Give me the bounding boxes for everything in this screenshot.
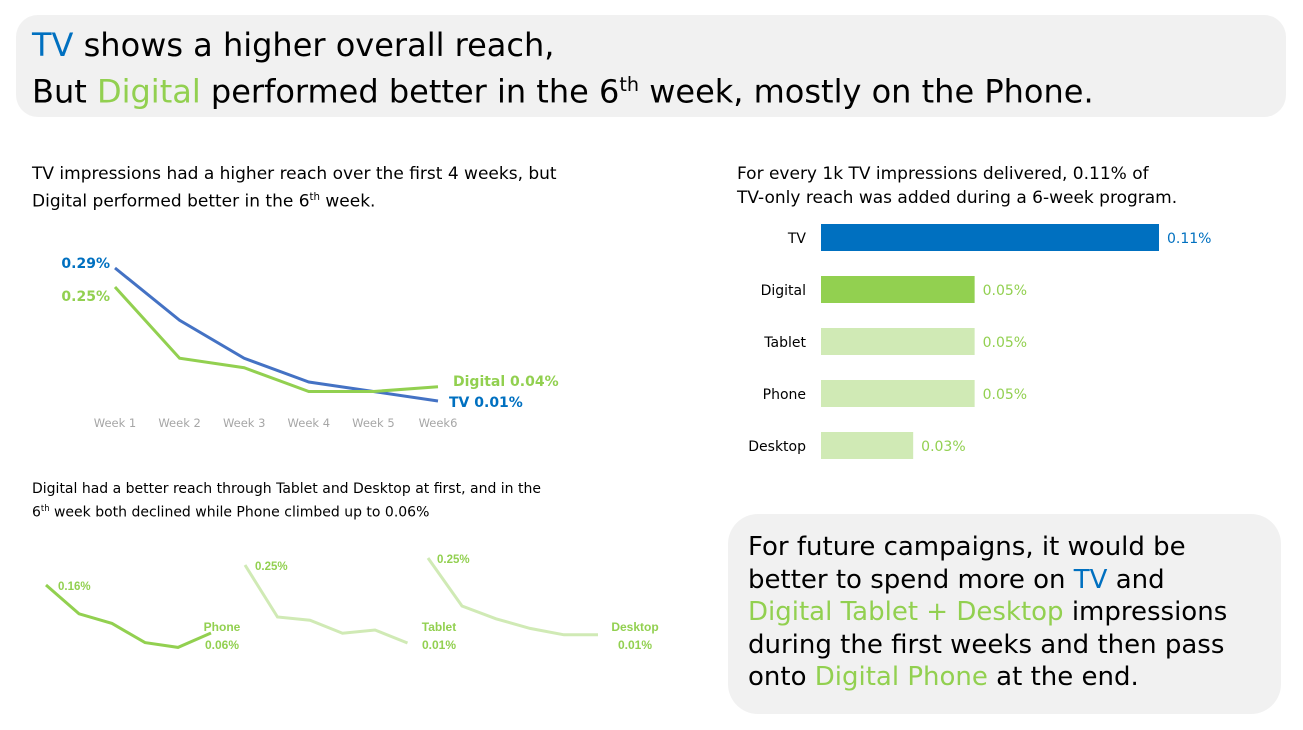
conclusion-phone: Digital Phone: [814, 662, 988, 692]
series-name-label: Phone: [204, 620, 241, 634]
category-label: Desktop: [748, 439, 806, 455]
conclusion-line: onto: [748, 662, 815, 692]
start-label: 0.29%: [61, 256, 110, 272]
end-label: TV 0.01%: [449, 395, 523, 411]
bar-desktop: [821, 432, 914, 459]
bar-value-label: 0.11%: [1167, 231, 1211, 247]
headline-tv: TV: [32, 26, 74, 64]
x-tick-label: Week 2: [158, 416, 200, 430]
superscript: th: [40, 503, 50, 513]
conclusion-line: better to spend more on: [748, 564, 1074, 595]
series-line-digital: [113, 285, 439, 393]
title-line: week both declined while Phone climbed u…: [49, 504, 430, 521]
start-label: 0.16%: [58, 581, 91, 593]
bar-value-label: 0.05%: [983, 387, 1027, 403]
conclusion-text: For future campaigns, it would be better…: [748, 531, 1227, 694]
bar-chart-title: For every 1k TV impressions delivered, 0…: [737, 162, 1177, 210]
title-line: Digital performed better in the 6: [32, 191, 310, 212]
headline-text: But: [32, 72, 97, 111]
x-tick-label: Week 3: [223, 416, 265, 430]
superscript: th: [309, 192, 320, 203]
headline-digital: Digital: [96, 72, 201, 111]
title-line: 6: [32, 504, 41, 521]
category-label: Digital: [761, 283, 806, 299]
x-tick-label: Week 4: [288, 416, 330, 430]
bar-digital: [821, 276, 975, 303]
series-line-tv: [114, 266, 439, 403]
series-name-label: Desktop: [611, 620, 658, 634]
end-value-label: 0.01%: [618, 638, 652, 652]
series-name-label: Tablet: [422, 620, 456, 634]
conclusion-line: during the first weeks and then pass: [748, 629, 1225, 660]
conclusion-line: For future campaigns, it would be: [748, 532, 1186, 562]
conclusion-digital: Digital Tablet + Desktop: [748, 597, 1064, 627]
category-label: Tablet: [763, 335, 806, 351]
x-tick-label: Week 1: [94, 416, 136, 430]
bar-value-label: 0.05%: [983, 335, 1027, 351]
conclusion-box: [728, 514, 1281, 714]
end-value-label: 0.01%: [422, 638, 456, 652]
conclusion-line: impressions: [1063, 597, 1228, 627]
x-tick-label: Week6: [419, 416, 458, 430]
headline-text: performed better in the 6: [200, 72, 620, 111]
start-label: 0.25%: [61, 289, 110, 305]
headline: TV shows a higher overall reach, But Dig…: [32, 25, 1094, 112]
series-line-phone: [45, 583, 212, 649]
series-line-desktop: [426, 557, 598, 637]
small-multiples-title: Digital had a better reach through Table…: [32, 480, 541, 523]
bar-phone: [821, 380, 975, 407]
title-line: TV impressions had a higher reach over t…: [32, 164, 557, 184]
headline-text: shows a higher overall reach,: [73, 26, 555, 64]
category-label: TV: [787, 231, 807, 247]
title-line: For every 1k TV impressions delivered, 0…: [737, 164, 1149, 184]
start-label: 0.25%: [255, 561, 288, 573]
end-label: Digital 0.04%: [453, 374, 559, 390]
start-label: 0.25%: [437, 554, 470, 566]
conclusion-line: and: [1107, 564, 1165, 595]
end-value-label: 0.06%: [205, 638, 239, 652]
title-line: week.: [319, 191, 376, 212]
bar-value-label: 0.03%: [921, 439, 965, 455]
title-line: TV-only reach was added during a 6-week …: [737, 188, 1178, 208]
line-chart-title: TV impressions had a higher reach over t…: [32, 162, 557, 214]
category-label: Phone: [763, 387, 806, 403]
bar-value-label: 0.05%: [983, 283, 1027, 299]
headline-text: week, mostly on the Phone.: [639, 72, 1094, 111]
conclusion-tv: TV: [1073, 564, 1108, 595]
superscript: th: [619, 73, 640, 96]
bar-tablet: [821, 328, 975, 355]
x-tick-label: Week 5: [352, 416, 394, 430]
series-line-tablet: [243, 564, 409, 645]
conclusion-line: at the end.: [987, 662, 1139, 692]
headline-box: [16, 15, 1286, 117]
bar-tv: [821, 224, 1159, 251]
title-line: Digital had a better reach through Table…: [32, 481, 541, 497]
